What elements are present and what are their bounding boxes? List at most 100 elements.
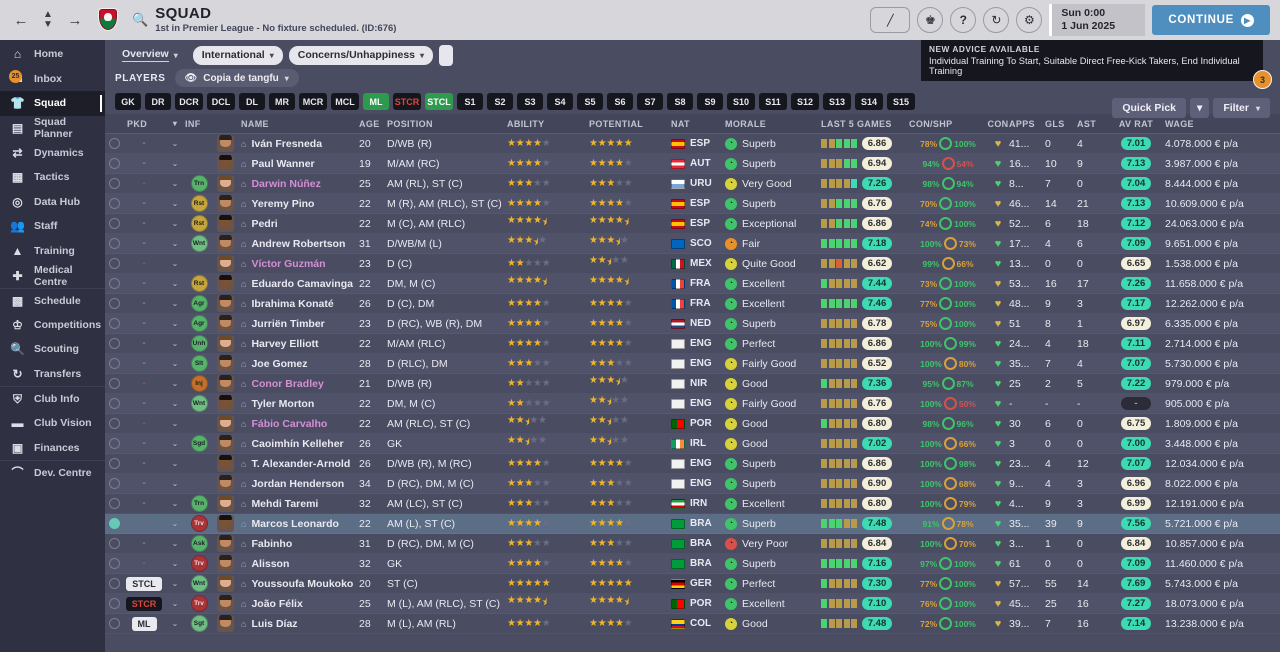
chevron-down-icon[interactable]: ⌄	[171, 299, 179, 308]
position-tab-mcr[interactable]: MCR	[299, 93, 327, 110]
table-row[interactable]: - ⌄ ⌂ Iván Fresneda 20 D/WB (R) ★ ★ ★ ★ ★ ★ ★ ★ ★ ★ ESP ◔…	[105, 134, 1280, 154]
chevron-down-icon[interactable]: ⌄	[171, 339, 179, 348]
inf-badge[interactable]: Inj	[190, 375, 208, 392]
table-row[interactable]: - ⌄ Wnt ⌂ Tyler Morton 22 DM, M (C) ★ ★ ★ ★ ★ ★ ★ ⯨ ★ ★ E…	[105, 394, 1280, 414]
player-photo[interactable]	[213, 375, 237, 392]
player-name-cell[interactable]: ⌂ Joe Gomez	[237, 358, 359, 370]
player-photo[interactable]	[213, 515, 237, 532]
pkd-cell[interactable]: -	[123, 158, 165, 169]
row-select-checkbox[interactable]	[105, 198, 123, 209]
table-row[interactable]: - ⌄ ⌂ Paul Wanner 19 M/AM (RC) ★ ★ ★ ★ ★ ★ ★ ★ ★ ★ AUT ◔ S…	[105, 154, 1280, 174]
row-select-checkbox[interactable]	[105, 538, 123, 549]
chevron-down-icon[interactable]: ⌄	[171, 159, 179, 168]
th-ability[interactable]: ABILITY	[507, 118, 545, 129]
inf-cell[interactable]: Wnt	[185, 395, 213, 412]
player-photo[interactable]	[213, 535, 237, 552]
sidebar-item-training[interactable]: ▲ Training	[0, 239, 105, 264]
player-photo[interactable]	[213, 595, 237, 612]
sidebar-item-staff[interactable]: 👥 Staff	[0, 214, 105, 239]
table-row[interactable]: - ⌄ Ask ⌂ Fabinho 31 D (RC), DM, M (C) ★ ★ ★ ★ ★ ★ ★ ★…	[105, 534, 1280, 554]
chevron-down-icon[interactable]: ⌄	[171, 139, 179, 148]
row-expand-chevron-icon[interactable]: ⌄	[165, 559, 185, 568]
position-tab-dcl[interactable]: DCL	[207, 93, 235, 110]
chevron-down-icon[interactable]: ⌄	[171, 559, 179, 568]
player-name-cell[interactable]: ⌂ Caoimhín Kelleher	[237, 438, 359, 450]
chevron-down-icon[interactable]: ⌄	[171, 359, 179, 368]
chevron-down-icon[interactable]: ⌄	[171, 239, 179, 248]
pkd-cell[interactable]: -	[123, 358, 165, 369]
position-tab-s12[interactable]: S12	[791, 93, 819, 110]
back-arrow-icon[interactable]: ←	[13, 11, 29, 29]
checkbox-icon[interactable]	[108, 558, 120, 569]
chevron-down-icon[interactable]: ⌄	[171, 459, 179, 468]
row-select-checkbox[interactable]	[105, 518, 123, 529]
row-expand-chevron-icon[interactable]: ⌄	[165, 439, 185, 448]
row-expand-chevron-icon[interactable]: ⌄	[165, 459, 185, 468]
inf-cell[interactable]: Rst	[185, 275, 213, 292]
sidebar-item-squad[interactable]: 👕 Squad	[0, 91, 105, 116]
checkbox-icon[interactable]	[108, 138, 120, 149]
player-photo[interactable]	[213, 495, 237, 512]
position-tab-s2[interactable]: S2	[487, 93, 513, 110]
th-con[interactable]: CON	[987, 118, 1009, 129]
inf-cell[interactable]: Trv	[185, 515, 213, 532]
player-photo[interactable]	[213, 295, 237, 312]
row-select-checkbox[interactable]	[105, 378, 123, 389]
checkbox-icon[interactable]	[108, 598, 120, 609]
th-wage[interactable]: WAGE	[1165, 118, 1194, 129]
continue-button[interactable]: CONTINUE ▶	[1152, 5, 1270, 35]
row-expand-chevron-icon[interactable]: ⌄	[165, 519, 185, 528]
player-name-cell[interactable]: ⌂ Jordan Henderson	[237, 478, 359, 490]
pkd-cell[interactable]: -	[123, 218, 165, 229]
row-expand-chevron-icon[interactable]: ⌄	[165, 619, 185, 628]
forward-arrow-icon[interactable]: →	[67, 11, 83, 29]
checkbox-icon[interactable]	[108, 498, 120, 509]
checkbox-icon[interactable]	[108, 578, 120, 589]
table-row[interactable]: - ⌄ Rst ⌂ Pedri 22 M (C), AM (RLC) ★ ★ ★ ★ ⯨ ★ ★ ★ ★ ⯨ ES…	[105, 214, 1280, 234]
checkbox-icon[interactable]	[108, 438, 120, 449]
th-nat[interactable]: NAT	[671, 118, 690, 129]
table-row[interactable]: - ⌄ Agr ⌂ Jurriën Timber 23 D (RC), WB (R), DM…	[105, 314, 1280, 334]
row-select-checkbox[interactable]	[105, 418, 123, 429]
player-photo[interactable]	[213, 435, 237, 452]
gear-icon[interactable]: ⚙	[1016, 7, 1043, 33]
chevron-down-icon[interactable]: ⌄	[171, 279, 179, 288]
row-expand-chevron-icon[interactable]: ⌄	[165, 579, 185, 588]
pkd-cell[interactable]: -	[123, 418, 165, 429]
pkd-cell[interactable]: -	[123, 538, 165, 549]
player-photo[interactable]	[213, 275, 237, 292]
inf-badge[interactable]: Wnt	[190, 235, 208, 252]
inf-badge[interactable]: Ask	[190, 535, 208, 552]
pkd-cell[interactable]: -	[123, 458, 165, 469]
inf-badge[interactable]: Trn	[190, 495, 208, 512]
player-photo[interactable]	[213, 575, 237, 592]
view-selector[interactable]: 👁 Copia de tangfu ▾	[174, 69, 299, 87]
tab-overview[interactable]: Overview ▾	[113, 46, 187, 65]
position-tab-stcl[interactable]: STCL	[425, 93, 453, 110]
chevron-down-icon[interactable]: ⌄	[171, 479, 179, 488]
table-row[interactable]: - ⌄ Wnt ⌂ Andrew Robertson 31 D/WB/M (L) ★ ★ ★ ⯨ ★ ★…	[105, 234, 1280, 254]
table-row[interactable]: STCL ⌄ Wnt ⌂ Youssoufa Moukoko 20 ST (C) ★ ★ ★ ★ ★ ★…	[105, 574, 1280, 594]
checkbox-icon[interactable]	[108, 318, 120, 329]
checkbox-icon[interactable]	[108, 538, 120, 549]
player-name-cell[interactable]: ⌂ Marcos Leonardo	[237, 518, 359, 530]
player-photo[interactable]	[213, 415, 237, 432]
checkbox-icon[interactable]	[108, 358, 120, 369]
globe-icon[interactable]: ♚	[917, 7, 944, 33]
position-tab-mcl[interactable]: MCL	[331, 93, 359, 110]
table-row[interactable]: - ⌄ Trn ⌂ Mehdi Taremi 32 AM (LC), ST (C) ★ ★ ★ ★ ★…	[105, 494, 1280, 514]
row-expand-chevron-icon[interactable]: ⌄	[165, 219, 185, 228]
pkd-cell[interactable]: -	[123, 498, 165, 509]
position-tab-s14[interactable]: S14	[855, 93, 883, 110]
checkbox-icon[interactable]	[108, 238, 120, 249]
checkbox-icon[interactable]	[108, 618, 120, 629]
inf-cell[interactable]: Trv	[185, 555, 213, 572]
pkd-cell[interactable]: STCL	[123, 576, 165, 591]
th-inf[interactable]: INF	[185, 118, 201, 129]
inf-cell[interactable]: Inj	[185, 375, 213, 392]
table-row[interactable]: - ⌄ Inj ⌂ Conor Bradley 21 D/WB (R) ★ ★ ★ ★ ★ ★ ★ ★ ⯨ ★ N…	[105, 374, 1280, 394]
row-select-checkbox[interactable]	[105, 138, 123, 149]
player-photo[interactable]	[213, 455, 237, 472]
position-tab-dr[interactable]: DR	[145, 93, 171, 110]
pkd-cell[interactable]: -	[123, 398, 165, 409]
